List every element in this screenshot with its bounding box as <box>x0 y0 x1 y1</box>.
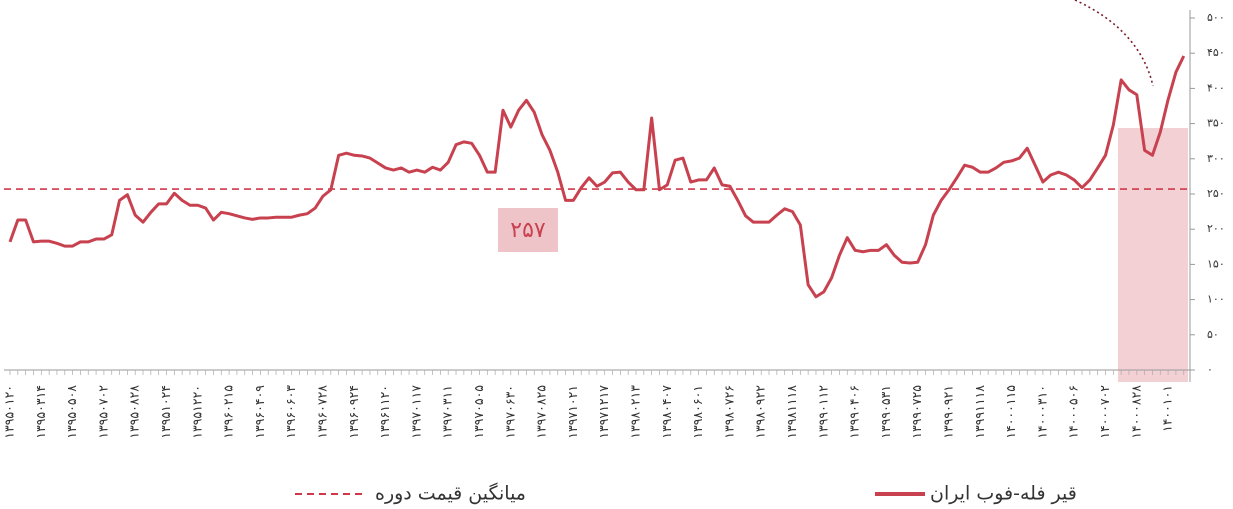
x-tick-label: ۱۴۰۰۱۰۱ <box>1160 385 1175 432</box>
x-tick-label: ۱۳۹۵۱۰۲۴ <box>158 385 173 439</box>
x-tick-label: ۱۳۹۶۰۴۰۹ <box>252 385 267 439</box>
x-tick-label: ۱۳۹۷۱۲۱۷ <box>596 385 611 439</box>
x-tick-label: ۱۳۹۶۱۱۲۰ <box>377 385 392 439</box>
x-tick-label: ۱۴۰۰۰۵۰۶ <box>1066 385 1081 439</box>
x-tick-label: ۱۴۰۰۰۷۰۲ <box>1097 385 1112 439</box>
x-tick-label: ۱۳۹۶۰۷۲۸ <box>315 385 330 439</box>
x-tick-label: ۱۴۰۰۰۱۱۵ <box>1003 385 1018 439</box>
x-tick-label: ۱۳۹۸۱۱۱۸ <box>784 385 799 439</box>
x-tick-label: ۱۳۹۸۰۲۱۳ <box>628 385 643 439</box>
y-tick-label: ۵۰۰ <box>1207 11 1225 24</box>
x-tick-label: ۱۳۹۶۰۹۲۴ <box>346 385 361 439</box>
data-line <box>10 56 1184 297</box>
y-tick-label: ۱۰۰ <box>1207 293 1225 306</box>
y-tick-label: ۵۰ <box>1207 328 1219 341</box>
y-tick-label: ۴۰۰ <box>1207 81 1225 94</box>
y-tick-label: ۱۵۰ <box>1207 257 1225 270</box>
x-tick-label: ۱۳۹۹۰۴۰۶ <box>847 385 862 439</box>
y-tick-label: ۰ <box>1207 363 1213 376</box>
x-tick-label: ۱۳۹۵۰۸۲۸ <box>127 385 142 439</box>
legend-label: قیر فله-فوب ایران <box>930 483 1077 505</box>
y-tick-label: ۲۰۰ <box>1207 222 1225 235</box>
x-tick-label: ۱۳۹۹۰۷۲۵ <box>909 385 924 439</box>
y-tick-label: ۴۵۰ <box>1207 46 1225 59</box>
x-tick-label: ۱۳۹۶۰۶۰۳ <box>283 385 298 439</box>
x-tick-label: ۱۳۹۷۰۱۱۷ <box>408 385 423 439</box>
x-tick-label: ۱۳۹۹۱۱۱۸ <box>972 385 987 439</box>
x-tick-label: ۱۳۹۷۱۰۲۱ <box>565 385 580 439</box>
x-tick-label: ۱۳۹۷۰۶۳۰ <box>502 385 517 439</box>
x-tick-label: ۱۳۹۸۰۶۰۱ <box>690 385 705 439</box>
legend-label: میانگین قیمت دوره <box>375 482 526 505</box>
annotation-arrow <box>1075 0 1153 86</box>
y-tick-label: ۲۵۰ <box>1207 187 1225 200</box>
x-tick-label: ۱۳۹۷۰۸۲۵ <box>534 385 549 439</box>
x-tick-label: ۱۴۰۰۰۸۲۸ <box>1128 385 1143 439</box>
y-tick-label: ۳۰۰ <box>1207 152 1225 165</box>
x-tick-label: ۱۳۹۶۰۲۱۵ <box>221 385 236 439</box>
x-tick-label: ۱۳۹۵۰۱۲۰ <box>2 385 17 439</box>
x-tick-label: ۱۳۹۵۰۵۰۸ <box>64 385 79 439</box>
average-label: ۲۵۷ <box>510 218 546 243</box>
x-tick-label: ۱۳۹۸۰۹۲۲ <box>753 385 768 439</box>
x-tick-label: ۱۳۹۸۰۷۲۶ <box>721 385 736 439</box>
x-tick-label: ۱۴۰۰۰۳۱۰ <box>1034 385 1049 439</box>
x-tick-label: ۱۳۹۵۱۲۲۰ <box>189 385 204 439</box>
x-tick-label: ۱۳۹۹۰۹۲۱ <box>941 385 956 439</box>
x-tick-label: ۱۳۹۵۰۷۰۲ <box>95 385 110 439</box>
y-tick-label: ۳۵۰ <box>1207 117 1225 130</box>
x-tick-label: ۱۳۹۹۰۵۳۱ <box>878 385 893 439</box>
x-tick-label: ۱۳۹۷۰۵۰۵ <box>471 385 486 439</box>
x-tick-label: ۱۳۹۵۰۳۱۴ <box>33 385 48 439</box>
x-tick-label: ۱۳۹۷۰۳۱۱ <box>440 385 455 439</box>
chart: ۲۵۷ قیر فله-فوب ایران میانگین قیمت دوره … <box>0 0 1233 509</box>
average-annotation: ۲۵۷ <box>498 208 558 252</box>
x-tick-label: ۱۳۹۹۰۱۱۲ <box>815 385 830 439</box>
x-tick-label: ۱۳۹۸۰۴۰۷ <box>659 385 674 439</box>
highlight-zone <box>1118 128 1188 382</box>
